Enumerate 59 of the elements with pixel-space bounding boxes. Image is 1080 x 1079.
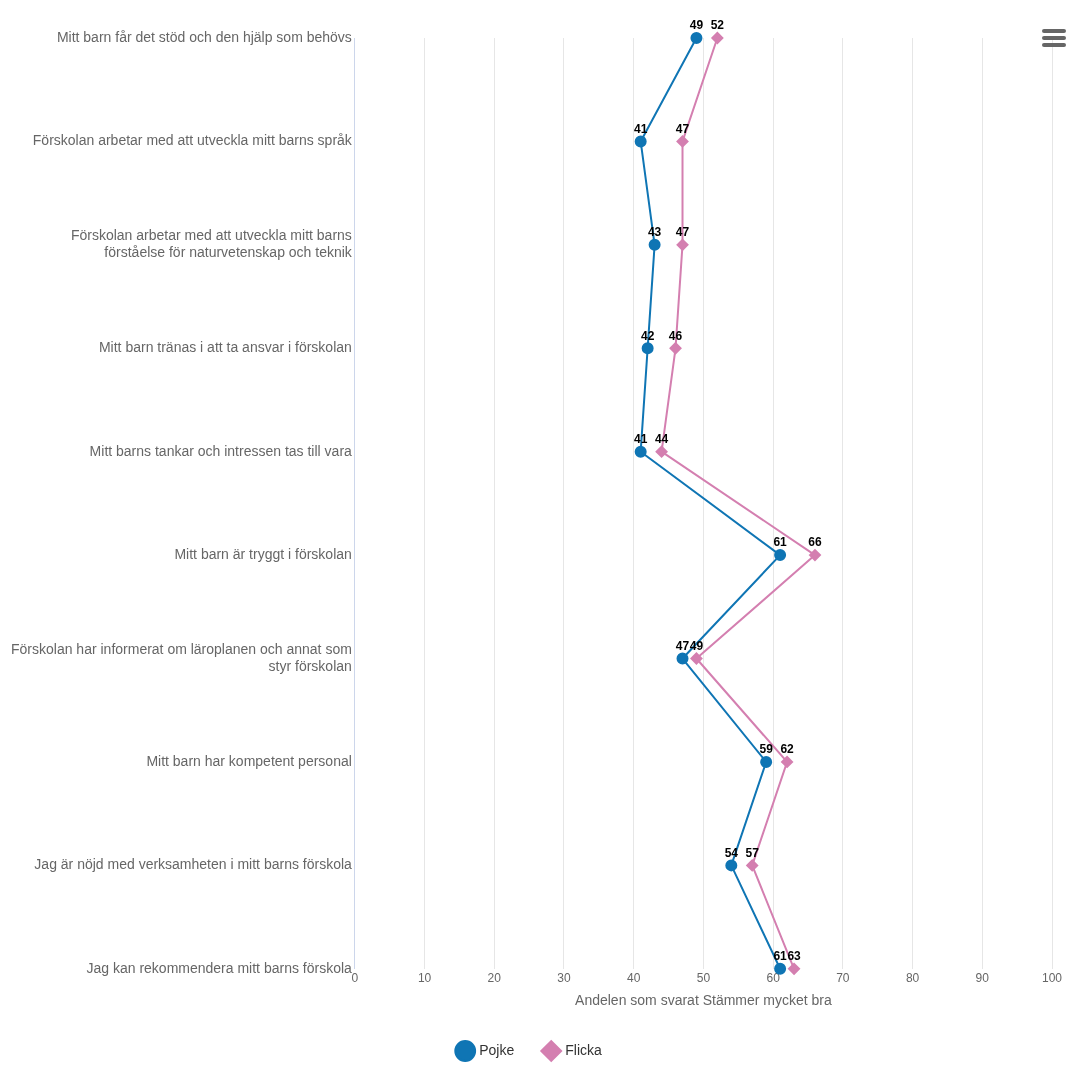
point <box>641 342 654 355</box>
point <box>648 238 661 251</box>
data-label: 49 <box>689 18 704 33</box>
point <box>788 962 801 975</box>
point <box>746 859 759 872</box>
point <box>676 652 689 665</box>
x-tick-label: 50 <box>696 971 711 986</box>
y-tick-label: Mitt barns tankar och intressen tas till vara <box>89 442 353 459</box>
point <box>774 962 787 975</box>
point <box>711 32 724 44</box>
data-label: 47 <box>675 638 690 653</box>
y-tick-label: Mitt barn tränas i att ta ansvar i förskolan <box>98 339 352 356</box>
x-tick-label: 60 <box>766 971 781 986</box>
y-tick-label: Jag kan rekommendera mitt barns förskola <box>86 959 353 976</box>
data-label: 66 <box>808 535 822 550</box>
data-label: 59 <box>759 742 774 757</box>
point <box>690 652 703 665</box>
y-tick-label: Jag är nöjd med verksamheten i mitt barns förskola <box>34 856 353 873</box>
point <box>655 445 668 458</box>
y-tick-label: Mitt barn är tryggt i förskolan <box>174 545 352 562</box>
data-label: 57 <box>745 845 760 860</box>
y-tick-label: Förskolan arbetar med att utveckla mitt barns förståelse för naturvetenskap och teknik <box>70 227 353 261</box>
data-label: 63 <box>787 949 802 964</box>
data-label: 44 <box>654 432 669 446</box>
legend-label: Pojke <box>479 1041 515 1058</box>
x-tick-label: 80 <box>905 971 920 986</box>
point <box>774 549 787 562</box>
data-label: 61 <box>773 535 788 550</box>
data-label: 41 <box>634 121 648 136</box>
point <box>669 342 682 355</box>
data-label: 47 <box>675 121 690 136</box>
point <box>808 549 821 562</box>
data-label: 61 <box>773 949 788 964</box>
x-axis-title: Andelen som svarat Stämmer mycket bra <box>575 992 833 1009</box>
x-tick-label: 70 <box>836 971 850 986</box>
data-label: 62 <box>780 742 795 757</box>
legend-label: Flicka <box>565 1041 602 1058</box>
x-tick-label: 30 <box>557 971 571 986</box>
x-tick-label: 40 <box>627 971 641 986</box>
y-tick-label: Förskolan arbetar med att utveckla mitt barns språk <box>32 132 353 149</box>
y-tick-label: Mitt barn har kompetent personal <box>146 752 352 769</box>
x-tick-label: 10 <box>417 971 432 986</box>
x-tick-label: 100 <box>1041 971 1063 986</box>
y-tick-label: Förskolan har informerat om läroplanen och annat som styr förskolan <box>11 640 352 674</box>
x-tick-label: 0 <box>351 971 359 986</box>
x-tick-label: 90 <box>975 971 990 986</box>
point <box>676 135 689 148</box>
point <box>676 238 689 251</box>
point <box>781 755 794 768</box>
x-tick-label: 20 <box>487 971 502 986</box>
point <box>690 32 703 44</box>
data-label: 52 <box>710 18 725 33</box>
point <box>760 755 773 768</box>
point <box>634 135 647 148</box>
data-label: 46 <box>668 328 683 343</box>
point <box>725 859 738 872</box>
point <box>634 445 647 458</box>
data-label: 47 <box>675 225 690 240</box>
y-tick-label: Mitt barn får det stöd och den hjälp som behövs <box>56 28 352 45</box>
